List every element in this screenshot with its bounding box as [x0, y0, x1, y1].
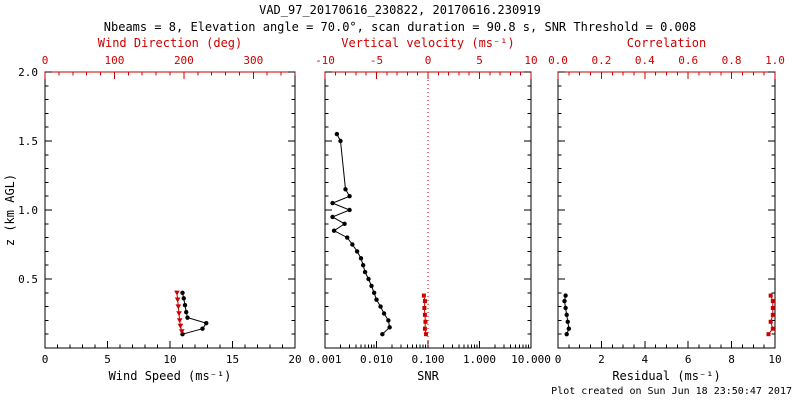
series-wind-direction [174, 290, 185, 335]
svg-text:2.0: 2.0 [18, 66, 38, 79]
svg-text:Wind Speed (ms⁻¹): Wind Speed (ms⁻¹) [109, 369, 232, 383]
svg-text:0: 0 [42, 353, 49, 366]
svg-text:0.100: 0.100 [411, 353, 444, 366]
svg-text:0.8: 0.8 [722, 54, 742, 67]
svg-text:0.010: 0.010 [360, 353, 393, 366]
y-axis [558, 71, 775, 349]
series-snr [330, 131, 392, 337]
svg-text:0: 0 [42, 54, 49, 67]
svg-text:0.0: 0.0 [548, 54, 568, 67]
plot-subtitle: Nbeams = 8, Elevation angle = 70.0°, sca… [103, 20, 697, 34]
svg-text:1.000: 1.000 [463, 353, 496, 366]
svg-text:4: 4 [641, 353, 648, 366]
svg-text:0.001: 0.001 [308, 353, 341, 366]
svg-text:6: 6 [685, 353, 692, 366]
x-axis-bottom: 0.001 0.010 0.100 1.000 10.000 SNR [308, 341, 551, 383]
svg-text:8: 8 [728, 353, 735, 366]
svg-text:10.000: 10.000 [511, 353, 551, 366]
x-axis-top: 0.0 0.2 0.4 0.6 0.8 1.0 Correlation [548, 36, 785, 79]
x-axis-bottom: 0 5 10 15 20 Wind Speed (ms⁻¹) [42, 341, 302, 383]
svg-text:1.5: 1.5 [18, 135, 38, 148]
svg-text:Correlation: Correlation [627, 36, 706, 50]
svg-text:300: 300 [243, 54, 263, 67]
panel-frame [557, 71, 776, 349]
svg-text:1.0: 1.0 [765, 54, 785, 67]
svg-text:0.6: 0.6 [678, 54, 698, 67]
series-correlation [766, 293, 775, 337]
svg-text:20: 20 [288, 353, 301, 366]
svg-text:5: 5 [104, 353, 111, 366]
svg-text:-10: -10 [315, 54, 335, 67]
x-axis-top: -10 -5 0 5 10 Vertical velocity (ms⁻¹) [315, 36, 538, 79]
panel-wind-speed: 0 5 10 15 20 Wind Speed (ms⁻¹) 0 100 200 300Wind … [3, 36, 302, 383]
svg-text:10: 10 [768, 353, 781, 366]
svg-text:10: 10 [524, 54, 537, 67]
panel-snr: 0.001 0.010 0.100 1.000 10.000 SNR -10 -5 0 5 10 Ve… [308, 36, 550, 383]
plot-title: VAD_97_20170616_230822, 20170616.230919 [259, 3, 541, 17]
svg-text:z (km AGL): z (km AGL) [3, 174, 17, 246]
x-axis-bottom: 0 2 4 6 8 10 Residual (ms⁻¹) [555, 341, 782, 383]
svg-text:10: 10 [163, 353, 176, 366]
svg-text:0.5: 0.5 [18, 273, 38, 286]
series-residual [562, 293, 572, 337]
y-axis: 0.5 1.0 1.5 2.0 z (km AGL) [3, 66, 295, 349]
series-wind-speed [180, 290, 209, 337]
svg-text:SNR: SNR [417, 369, 439, 383]
svg-text:5: 5 [476, 54, 483, 67]
panel-frame [44, 71, 296, 349]
svg-text:0: 0 [425, 54, 432, 67]
svg-text:200: 200 [174, 54, 194, 67]
svg-text:0.4: 0.4 [635, 54, 655, 67]
plot-credit: Plot created on Sun Jun 18 23:50:47 2017 [551, 386, 792, 397]
panel-residual: 0 2 4 6 8 10 Residual (ms⁻¹) 0.0 0.2 0.4 0.6 0.8 1.0… [548, 36, 785, 383]
svg-text:15: 15 [226, 353, 239, 366]
y-axis [325, 71, 531, 349]
svg-text:0.2: 0.2 [591, 54, 611, 67]
svg-text:100: 100 [105, 54, 125, 67]
series-vertical-velocity [421, 293, 428, 337]
svg-text:0: 0 [555, 353, 562, 366]
svg-text:1.0: 1.0 [18, 204, 38, 217]
svg-text:-5: -5 [370, 54, 383, 67]
svg-text:Wind Direction (deg): Wind Direction (deg) [98, 36, 243, 50]
svg-text:Vertical velocity (ms⁻¹): Vertical velocity (ms⁻¹) [341, 36, 514, 50]
svg-text:2: 2 [598, 353, 605, 366]
svg-text:Residual (ms⁻¹): Residual (ms⁻¹) [612, 369, 720, 383]
panel-frame [324, 71, 532, 349]
